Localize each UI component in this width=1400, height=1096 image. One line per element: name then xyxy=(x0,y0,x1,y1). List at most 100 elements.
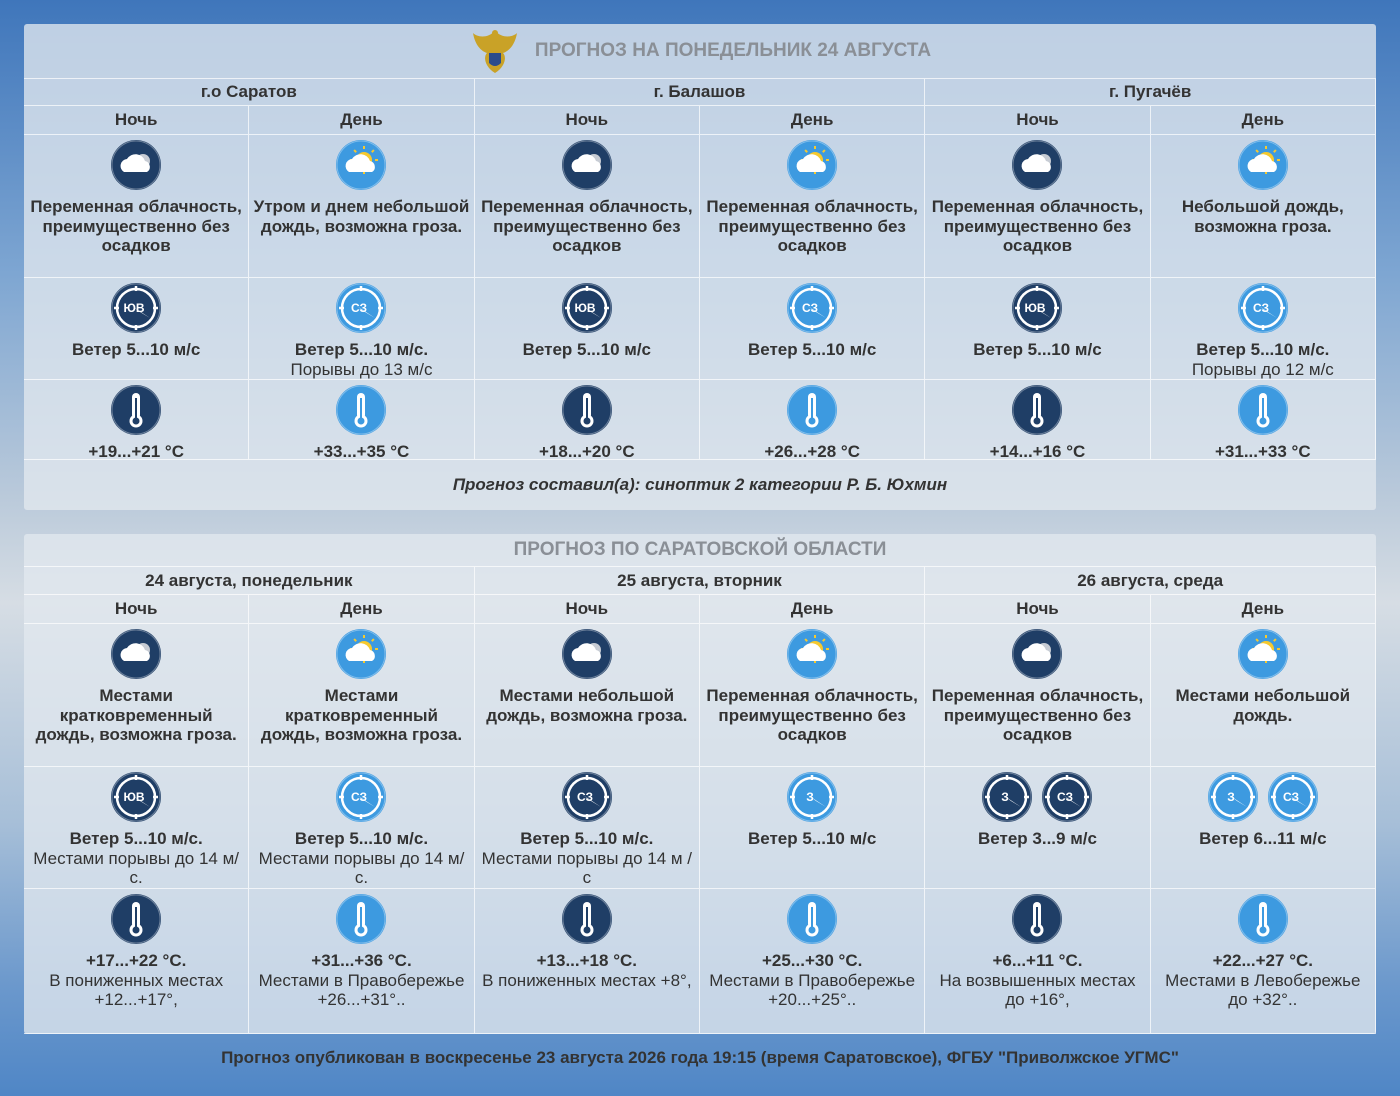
weather-icon xyxy=(787,629,838,679)
weather-cell: Местами кратковременный дождь, возможна … xyxy=(24,624,250,767)
wind-direction-icon: СЗ xyxy=(787,283,838,333)
weather-cell: Переменная облачность, преимущественно б… xyxy=(699,624,926,767)
weather-icon xyxy=(336,629,387,679)
weather-cell: Переменная облачность, преимущественно б… xyxy=(24,135,250,278)
wind-direction: СЗ xyxy=(1283,790,1299,804)
weather-icon xyxy=(1012,629,1063,679)
thermometer-icon xyxy=(561,894,612,944)
weather-cell: Местами небольшой дождь. xyxy=(1150,624,1376,767)
wind-text: Ветер 6...11 м/с xyxy=(1199,829,1327,848)
weather-description: Переменная облачность, преимущественно б… xyxy=(931,686,1144,744)
temperature-note: В пониженных местах +12...+17°, xyxy=(49,970,224,1010)
icons xyxy=(479,139,695,191)
wind-direction-icon: З xyxy=(1207,772,1258,822)
temperature: +6...+11 °C. xyxy=(992,951,1083,970)
icons xyxy=(1155,628,1371,680)
weather-description: Местами небольшой дождь. xyxy=(1175,686,1351,725)
icons xyxy=(929,139,1145,191)
weather-cell: Утром и днем небольшой дождь, возможна г… xyxy=(249,135,475,278)
wind-direction-icon: ЮВ xyxy=(111,772,162,822)
period-label: Ночь xyxy=(925,595,1151,624)
wind-text: Ветер 5...10 м/с xyxy=(71,340,201,359)
temperature: +13...+18 °C. xyxy=(536,951,637,970)
icons: ЮВ xyxy=(28,771,244,823)
wind-direction: ЮВ xyxy=(124,301,145,315)
thermometer-icon xyxy=(787,894,838,944)
wind-text: Ветер 5...10 м/с xyxy=(747,340,877,359)
period-label: День xyxy=(1150,106,1376,135)
temperature-cell: +14...+16 °C xyxy=(925,380,1151,460)
wind-note: Местами порывы до 14 м/с. xyxy=(258,848,465,888)
wind-cell: ЮВ Ветер 5...10 м/с xyxy=(24,278,250,380)
icons: СЗ xyxy=(253,282,469,334)
wind-cell: З Ветер 5...10 м/с xyxy=(699,767,926,889)
temperature-cell: +6...+11 °C. На возвышенных местах до +16… xyxy=(925,889,1151,1034)
period-label: Ночь xyxy=(474,595,700,624)
wind-cell: СЗ Ветер 5...10 м/с. Порывы до 13 м/с xyxy=(249,278,475,380)
city-forecast-panel: ПРОГНОЗ НА ПОНЕДЕЛЬНИК 24 АВГУСТА г.о Сар… xyxy=(24,24,1376,510)
wind-direction: З xyxy=(1227,790,1235,804)
wind-direction: СЗ xyxy=(351,301,367,315)
icons xyxy=(704,893,920,945)
wind-text: Ветер 5...10 м/с. xyxy=(69,829,203,848)
icons: СЗ xyxy=(704,282,920,334)
panel-title-text: ПРОГНОЗ НА ПОНЕДЕЛЬНИК 24 АВГУСТА xyxy=(534,40,932,61)
icons xyxy=(253,384,469,436)
icons xyxy=(479,893,695,945)
thermometer-icon xyxy=(787,385,838,435)
group-header: г. Пугачёв xyxy=(925,78,1376,106)
icons xyxy=(479,384,695,436)
wind-direction: З xyxy=(806,790,814,804)
icons xyxy=(1155,139,1371,191)
temperature-cell: +26...+28 °C xyxy=(699,380,926,460)
period-label: Ночь xyxy=(474,106,700,135)
weather-icon xyxy=(787,140,838,190)
weather-cell: Переменная облачность, преимущественно б… xyxy=(474,135,700,278)
temperature-cell: +22...+27 °C. Местами в Левобережье до +3… xyxy=(1150,889,1376,1034)
wind-direction-icon: ЮВ xyxy=(111,283,162,333)
wind-note: Порывы до 12 м/с xyxy=(1191,359,1334,379)
wind-direction-icon: З xyxy=(982,772,1033,822)
wind-note: Местами порывы до 14 м/с. xyxy=(33,848,240,888)
period-label: Ночь xyxy=(925,106,1151,135)
wind-direction: ЮВ xyxy=(1025,301,1046,315)
wind-direction-icon: ЮВ xyxy=(561,283,612,333)
thermometer-icon xyxy=(336,894,387,944)
period-label: День xyxy=(699,595,926,624)
icons: СЗ xyxy=(253,771,469,823)
wind-text: Ветер 5...10 м/с. xyxy=(294,340,429,359)
panel-title: ПРОГНОЗ НА ПОНЕДЕЛЬНИК 24 АВГУСТА xyxy=(24,24,1376,78)
weather-icon xyxy=(561,629,612,679)
weather-description: Утром и днем небольшой дождь, возможна г… xyxy=(253,197,470,236)
temperature-cell: +18...+20 °C xyxy=(474,380,700,460)
icons: З xyxy=(704,771,920,823)
wind-text: Ветер 5...10 м/с. xyxy=(520,829,654,848)
wind-text: Ветер 3...9 м/с xyxy=(978,829,1097,848)
icons xyxy=(253,628,469,680)
temperature-note: На возвышенных местах до +16°, xyxy=(939,970,1136,1010)
temperature: +22...+27 °C. xyxy=(1212,951,1313,970)
icons xyxy=(253,893,469,945)
temperature-cell: +31...+33 °C xyxy=(1150,380,1376,460)
icons xyxy=(704,384,920,436)
group-header: г. Балашов xyxy=(474,78,926,106)
wind-text: Ветер 5...10 м/с xyxy=(973,340,1102,359)
icons: З СЗ xyxy=(929,771,1145,823)
wind-direction: ЮВ xyxy=(574,301,595,315)
temperature-note: В пониженных местах +8°, xyxy=(482,970,692,990)
weather-description: Местами кратковременный дождь, возможна … xyxy=(35,686,237,744)
wind-direction-icon: СЗ xyxy=(336,283,387,333)
forecast-author: Прогноз составил(а): синоптик 2 категори… xyxy=(452,475,948,494)
weather-cell: Переменная облачность, преимущественно б… xyxy=(699,135,926,278)
icons: ЮВ xyxy=(28,282,244,334)
temperature: +14...+16 °C xyxy=(989,442,1086,460)
weather-icon xyxy=(336,140,387,190)
weather-icon xyxy=(1237,140,1288,190)
footer: Прогноз опубликован в воскресенье 23 авг… xyxy=(221,1048,1179,1067)
temperature: +18...+20 °C xyxy=(538,442,635,460)
wind-text: Ветер 5...10 м/с xyxy=(522,340,652,359)
icons xyxy=(929,384,1145,436)
emblem xyxy=(472,30,517,73)
wind-direction-icon: ЮВ xyxy=(1012,283,1063,333)
thermometer-icon xyxy=(561,385,612,435)
